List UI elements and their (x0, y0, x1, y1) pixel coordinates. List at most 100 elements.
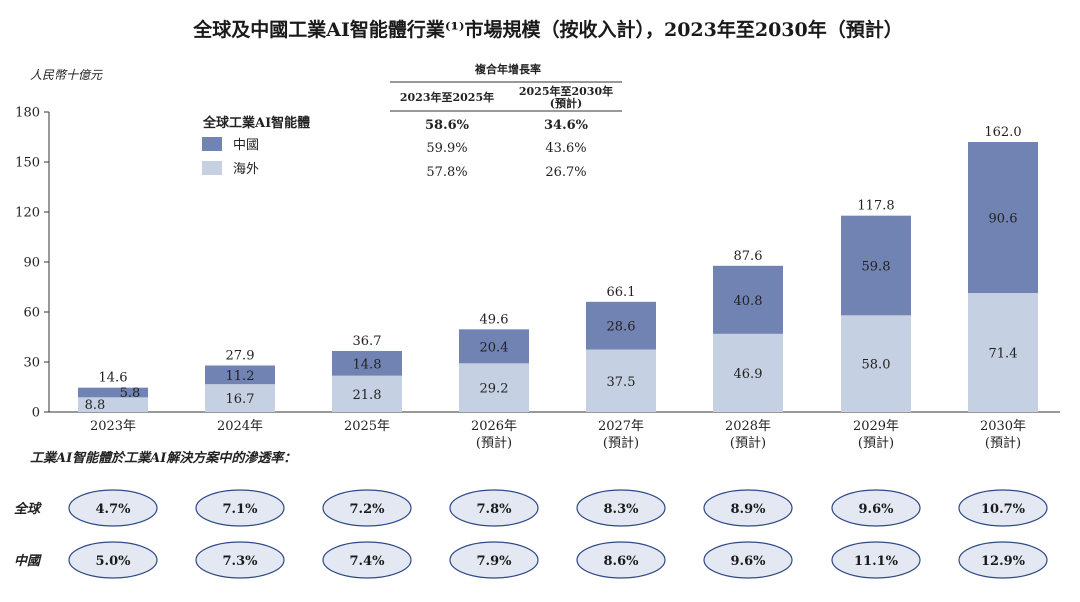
legend-label-china: 中國 (233, 138, 259, 153)
bar-china (332, 351, 402, 376)
x-tick-label: 2023年 (90, 419, 136, 434)
value-label-china: 14.8 (353, 357, 382, 372)
cagr-col1-header: 2023年至2025年 (400, 90, 494, 104)
legend-label-overseas: 海外 (233, 162, 259, 177)
bar-china (78, 387, 148, 398)
cagr-table: 複合年增長率 2023年至2025年 2025年至2030年 (預計) 58.6… (390, 62, 622, 180)
total-label: 162.0 (984, 125, 1021, 140)
cagr-global-2025-2030: 34.6% (544, 118, 589, 133)
bar-overseas (713, 333, 783, 412)
value-label-china: 5.8 (120, 386, 141, 401)
x-axis-labels: 2023年 2024年 2025年 2026年(預計)2027年(預計)2028年(預… (90, 419, 1026, 451)
total-label: 27.9 (226, 349, 255, 364)
y-tick-label: 0 (32, 406, 40, 421)
penetration-value: 7.9% (477, 554, 513, 569)
cagr-col2-header: 2025年至2030年 (519, 84, 613, 98)
penetration-pill (68, 489, 158, 527)
penetration-pill (322, 541, 412, 579)
value-label-china: 20.4 (480, 340, 509, 355)
cagr-col2-note: (預計) (550, 96, 582, 110)
penetration-value: 9.6% (731, 554, 767, 569)
bar-china (205, 365, 275, 385)
penetration-pill (703, 541, 793, 579)
penetration-value: 7.2% (350, 502, 386, 517)
penetration-value: 5.0% (96, 554, 132, 569)
value-label-china: 59.8 (862, 260, 891, 275)
penetration-row-label: 全球 (14, 501, 42, 517)
bar-china (459, 329, 529, 364)
penetration-pill (831, 541, 921, 579)
penetration-pill (958, 489, 1048, 527)
value-label-overseas: 71.4 (989, 347, 1018, 362)
penetration-pill (831, 489, 921, 527)
value-label-overseas: 58.0 (862, 358, 891, 373)
value-label-china: 90.6 (989, 212, 1018, 227)
y-tick-label: 120 (15, 206, 40, 221)
penetration-rows: 全球 4.7% 7.1% 7.2% 7.8% 8.3% 8.9% 9.6% 10.7% 中國 5.0… (14, 489, 1048, 579)
value-label-overseas: 37.5 (607, 375, 636, 390)
y-tick-label: 30 (23, 356, 40, 371)
x-tick-note: (預計) (603, 435, 639, 451)
bar-overseas (968, 293, 1038, 412)
penetration-pill (576, 541, 666, 579)
bar-china (586, 301, 656, 350)
x-tick-note: (預計) (476, 435, 512, 451)
legend-swatch-china (202, 137, 222, 151)
bar-overseas (586, 349, 656, 412)
bar-china (841, 215, 911, 316)
chart-title: 全球及中國工業AI智能體行業⁽¹⁾市場規模（按收入計），2023年至2030年（… (192, 18, 903, 41)
y-axis-unit-label: 人民幣十億元 (30, 68, 103, 82)
value-label-china: 40.8 (734, 294, 763, 309)
bar-overseas (841, 315, 911, 412)
x-tick-label: 2024年 (217, 419, 263, 434)
value-label-overseas: 46.9 (734, 367, 763, 382)
x-tick-note: (預計) (730, 435, 766, 451)
total-label: 36.7 (353, 334, 382, 349)
value-label-overseas: 21.8 (353, 388, 382, 403)
penetration-value: 4.7% (96, 502, 132, 517)
total-label: 49.6 (480, 312, 509, 327)
y-tick-label: 150 (15, 156, 40, 171)
bar-china (713, 265, 783, 334)
penetration-pill (68, 541, 158, 579)
y-tick-label: 90 (23, 256, 40, 271)
penetration-pill (449, 489, 539, 527)
x-tick-note: (預計) (858, 435, 894, 451)
x-tick-label: 2029年 (853, 419, 899, 434)
bar-china (968, 142, 1038, 293)
x-tick-label: 2027年 (598, 419, 644, 434)
penetration-pill (195, 541, 285, 579)
cagr-china-2025-2030: 43.6% (545, 141, 586, 156)
penetration-pill (958, 541, 1048, 579)
x-tick-note: (預計) (985, 435, 1021, 451)
penetration-value: 7.4% (350, 554, 386, 569)
cagr-global-2023-2025: 58.6% (425, 118, 470, 133)
value-label-overseas: 29.2 (480, 382, 509, 397)
penetration-value: 11.1% (854, 554, 899, 569)
y-axis-ticks: 0 30 60 90 120 150 180 (15, 106, 49, 421)
penetration-row-label: 中國 (14, 553, 42, 569)
penetration-pill (703, 489, 793, 527)
bar-overseas (205, 384, 275, 412)
total-label: 66.1 (607, 285, 636, 300)
penetration-value: 8.9% (731, 502, 767, 517)
penetration-pill (576, 489, 666, 527)
total-label: 117.8 (857, 199, 894, 214)
penetration-value: 9.6% (859, 502, 895, 517)
y-tick-label: 180 (15, 106, 40, 121)
penetration-value: 8.6% (604, 554, 640, 569)
bar-overseas (459, 363, 529, 412)
penetration-value: 7.8% (477, 502, 513, 517)
legend-title: 全球工業AI智能體 (202, 115, 310, 131)
penetration-pill (449, 541, 539, 579)
penetration-pill (195, 489, 285, 527)
x-tick-label: 2025年 (344, 419, 390, 434)
cagr-overseas-2023-2025: 57.8% (426, 165, 467, 180)
bar-overseas (332, 375, 402, 412)
penetration-value: 7.1% (223, 502, 259, 517)
bar-overseas (78, 397, 148, 412)
value-label-china: 11.2 (226, 369, 255, 384)
legend-swatch-overseas (202, 161, 222, 175)
penetration-value: 12.9% (981, 554, 1026, 569)
